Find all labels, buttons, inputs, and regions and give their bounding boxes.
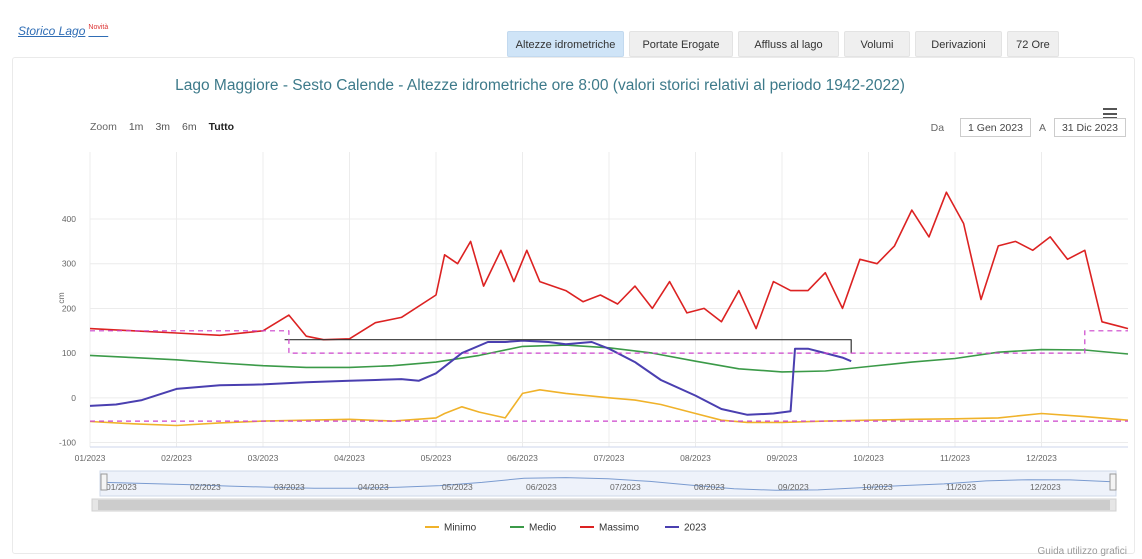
storico-lago-link[interactable]: Storico Lago Novità bbox=[18, 24, 108, 38]
navigator-label: 05/2023 bbox=[442, 482, 473, 492]
navigator-label: 12/2023 bbox=[1030, 482, 1061, 492]
navigator-handle-left bbox=[100, 473, 108, 491]
x-tick-label: 03/2023 bbox=[248, 453, 279, 463]
x-tick-label: 06/2023 bbox=[507, 453, 538, 463]
x-tick-label: 07/2023 bbox=[594, 453, 625, 463]
x-tick-label: 04/2023 bbox=[334, 453, 365, 463]
navigator-series bbox=[103, 477, 1113, 491]
tab-volumi[interactable]: Volumi bbox=[844, 31, 910, 57]
series-line-0 bbox=[89, 388, 1129, 427]
navigator-label: 09/2023 bbox=[778, 482, 809, 492]
y-tick-label: -100 bbox=[59, 438, 76, 448]
zoom-selector: Zoom 1m 3m 6m Tutto bbox=[90, 121, 234, 133]
navigator-label: 04/2023 bbox=[358, 482, 389, 492]
zoom-1m-button[interactable]: 1m bbox=[128, 121, 144, 133]
series-line-3 bbox=[89, 339, 852, 416]
x-tick-label: 05/2023 bbox=[421, 453, 452, 463]
legend-layer: Minimo Medio Massimo 2023 bbox=[425, 523, 707, 534]
y-tick-label: 300 bbox=[62, 259, 76, 269]
navigator-label: 06/2023 bbox=[526, 482, 557, 492]
tab-altezze-idrometriche[interactable]: Altezze idrometriche bbox=[507, 31, 624, 57]
legend-item-2023: 2023 bbox=[684, 523, 707, 534]
navigator-label: 07/2023 bbox=[610, 482, 641, 492]
series-line-4 bbox=[284, 339, 852, 354]
y-tick-label: 100 bbox=[62, 348, 76, 358]
tab-derivazioni[interactable]: Derivazioni bbox=[915, 31, 1002, 57]
zoom-6m-button[interactable]: 6m bbox=[182, 121, 197, 133]
series-line-2 bbox=[89, 191, 1129, 341]
x-tick-label: 09/2023 bbox=[767, 453, 798, 463]
grid-layer bbox=[89, 152, 1128, 447]
x-tick-label: 01/2023 bbox=[75, 453, 106, 463]
axis-layer: 01/2023 02/2023 03/2023 04/2023 05/2023 06/20… bbox=[59, 214, 1128, 463]
y-axis-label: cm bbox=[56, 292, 66, 303]
tab-afflussi-lago[interactable]: Affluss al lago bbox=[738, 31, 839, 57]
x-tick-label: 12/2023 bbox=[1026, 453, 1057, 463]
chart-title: Lago Maggiore - Sesto Calende - Altezze … bbox=[175, 77, 905, 94]
range-to-input[interactable]: 31 Dic 2023 bbox=[1053, 118, 1126, 137]
legend-item-minimo: Minimo bbox=[444, 523, 477, 534]
legend-item-medio: Medio bbox=[529, 523, 557, 534]
tab-72-ore[interactable]: 72 Ore bbox=[1007, 31, 1059, 57]
series-layer bbox=[89, 191, 1129, 427]
navigator-label: 02/2023 bbox=[190, 482, 221, 492]
legend-item-massimo: Massimo bbox=[599, 523, 639, 534]
chart-container bbox=[12, 57, 1135, 554]
navigator-label: 08/2023 bbox=[694, 482, 725, 492]
storico-lago-text[interactable]: Storico Lago bbox=[18, 24, 86, 38]
navigator-label: 10/2023 bbox=[862, 482, 893, 492]
navigator-label: 03/2023 bbox=[274, 482, 305, 492]
range-from-input[interactable]: 1 Gen 2023 bbox=[960, 118, 1031, 137]
navigator-label: 11/2023 bbox=[946, 482, 976, 492]
scrollbar-thumb bbox=[98, 500, 1110, 510]
y-tick-label: 400 bbox=[62, 214, 76, 224]
zoom-tutto-button[interactable]: Tutto bbox=[208, 121, 235, 133]
tab-portate-erogate[interactable]: Portate Erogate bbox=[629, 31, 733, 57]
series-line-5 bbox=[90, 330, 1128, 354]
chart-tabs: Altezze idrometriche Portate Erogate Aff… bbox=[507, 31, 1059, 57]
range-to-label: A bbox=[1038, 121, 1046, 134]
date-range: Da 1 Gen 2023 A 31 Dic 2023 bbox=[931, 118, 1126, 137]
y-tick-label: 200 bbox=[62, 303, 76, 313]
navigator-handle-right bbox=[1109, 473, 1117, 491]
y-tick-label: 0 bbox=[71, 393, 76, 403]
x-tick-label: 02/2023 bbox=[161, 453, 192, 463]
x-tick-label: 11/2023 bbox=[940, 453, 970, 463]
novita-badge: Novità bbox=[88, 24, 109, 31]
zoom-label: Zoom bbox=[90, 121, 117, 133]
range-from-label: Da bbox=[930, 121, 945, 134]
x-tick-label: 10/2023 bbox=[853, 453, 884, 463]
zoom-3m-button[interactable]: 3m bbox=[155, 121, 171, 133]
x-tick-label: 08/2023 bbox=[680, 453, 711, 463]
navigator-label: 01/2023 bbox=[106, 482, 137, 492]
guida-utilizzo-link[interactable]: Guida utilizzo grafici bbox=[1037, 546, 1127, 557]
navigator-layer: 01/2023 02/2023 03/2023 04/2023 05/2023 06/20… bbox=[91, 470, 1117, 512]
